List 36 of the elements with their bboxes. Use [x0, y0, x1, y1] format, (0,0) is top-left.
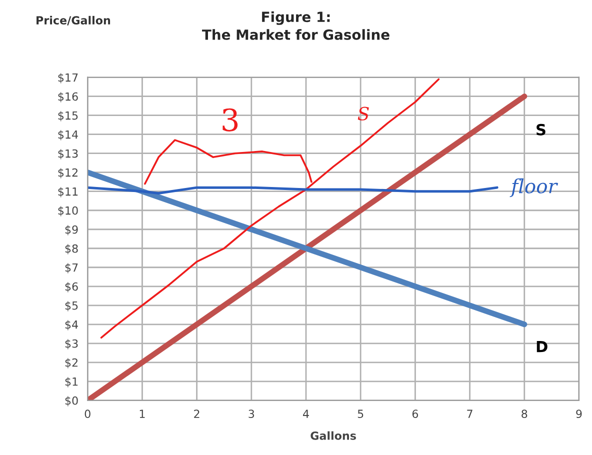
series-label: floor [510, 178, 558, 198]
x-tick-label: 0 [84, 410, 90, 418]
y-tick-label: $14 [58, 130, 78, 140]
x-tick-label: 4 [303, 410, 309, 418]
chart-title: Figure 1: The Market for Gasoline [202, 11, 390, 40]
y-axis-title: Price/Gallon [36, 16, 110, 26]
x-tick-label: 5 [358, 410, 364, 418]
y-tick-label: $8 [65, 244, 78, 254]
y-tick-label: $4 [65, 320, 78, 330]
y-tick-label: $17 [58, 73, 78, 84]
series-label: S [536, 124, 546, 136]
y-tick-label: $11 [58, 187, 78, 198]
y-tick-label: $12 [58, 168, 78, 178]
y-tick-label: $3 [65, 339, 78, 350]
y-tick-label: $15 [58, 111, 78, 122]
y-tick-label: $6 [65, 282, 78, 292]
x-tick-label: 8 [522, 410, 528, 418]
x-tick-label: 3 [248, 410, 254, 418]
x-tick-label: 7 [467, 410, 472, 418]
x-axis-title: Gallons [310, 431, 356, 440]
x-tick-label: 9 [576, 410, 582, 418]
y-tick-label: $7 [65, 263, 78, 274]
x-tick-label: 2 [194, 410, 200, 418]
y-tick-label: $1 [65, 377, 78, 388]
annotation: 3 [222, 108, 238, 132]
y-tick-label: $5 [65, 301, 78, 312]
series-label: S [358, 106, 369, 120]
x-tick-label: 1 [140, 410, 145, 418]
y-tick-label: $16 [58, 92, 78, 102]
y-tick-label: $10 [58, 206, 78, 216]
y-tick-label: $2 [65, 358, 78, 368]
y-tick-label: $0 [65, 396, 78, 406]
y-tick-label: $13 [58, 149, 78, 160]
x-tick-label: 6 [412, 410, 418, 418]
series-label: D [536, 341, 548, 352]
y-tick-label: $9 [65, 225, 78, 236]
